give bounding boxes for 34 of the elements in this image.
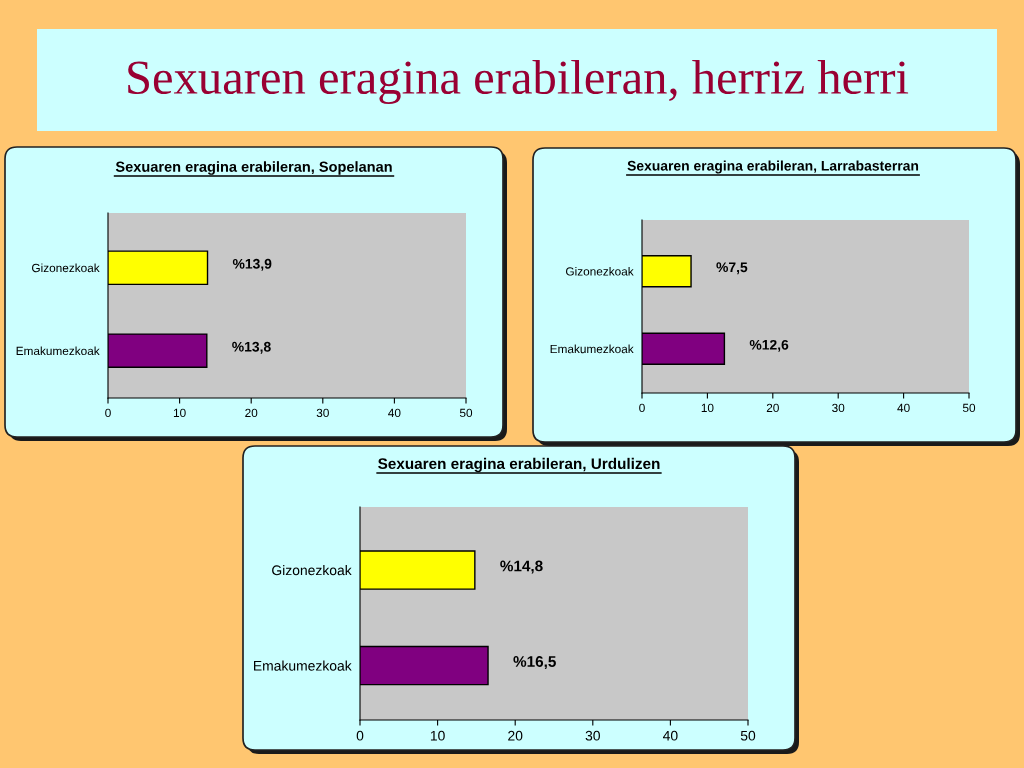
chart-title: Sexuaren eragina erabileran, Urdulizen	[378, 457, 660, 473]
data-label: %12,6	[749, 339, 789, 352]
data-label: %16,5	[513, 656, 556, 670]
y-tick-label: Gizonezkoak	[272, 565, 352, 576]
data-label: %13,8	[232, 341, 271, 354]
x-tick-label: 30	[832, 403, 845, 413]
x-tick-label: 50	[740, 730, 756, 741]
chart-title: Sexuaren eragina erabileran, Larrabasterran	[627, 160, 919, 174]
x-tick-label: 10	[173, 408, 186, 418]
x-tick-label: 20	[766, 403, 779, 413]
x-tick-label: 50	[962, 403, 976, 413]
x-tick-label: 0	[356, 730, 364, 741]
x-tick-label: 20	[508, 730, 523, 741]
x-tick-label: 40	[663, 730, 678, 741]
x-tick-label: 0	[639, 403, 645, 413]
x-tick-label: 30	[585, 730, 600, 741]
y-tick-label: Gizonezkoak	[32, 263, 100, 273]
y-tick-label: Gizonezkoak	[566, 266, 634, 276]
data-label: %7,5	[716, 262, 748, 275]
x-tick-label: 0	[105, 408, 111, 418]
data-label: %13,9	[232, 258, 272, 271]
y-tick-label: Emakumezkoak	[16, 346, 100, 356]
x-tick-label: 50	[459, 408, 473, 418]
x-tick-label: 20	[245, 408, 258, 418]
y-tick-label: Emakumezkoak	[254, 660, 352, 671]
x-tick-label: 40	[897, 403, 910, 413]
x-tick-label: 30	[316, 408, 329, 418]
text: Sexuaren eragina erabileran, herriz herri	[128, 59, 909, 105]
chart-title: Sexuaren eragina erabileran, Sopelanan	[115, 161, 392, 175]
x-tick-label: 40	[388, 408, 401, 418]
y-tick-label: Emakumezkoak	[550, 344, 634, 354]
x-tick-label: 10	[430, 730, 445, 741]
x-tick-label: 10	[701, 403, 714, 413]
data-label: %14,8	[500, 560, 543, 574]
